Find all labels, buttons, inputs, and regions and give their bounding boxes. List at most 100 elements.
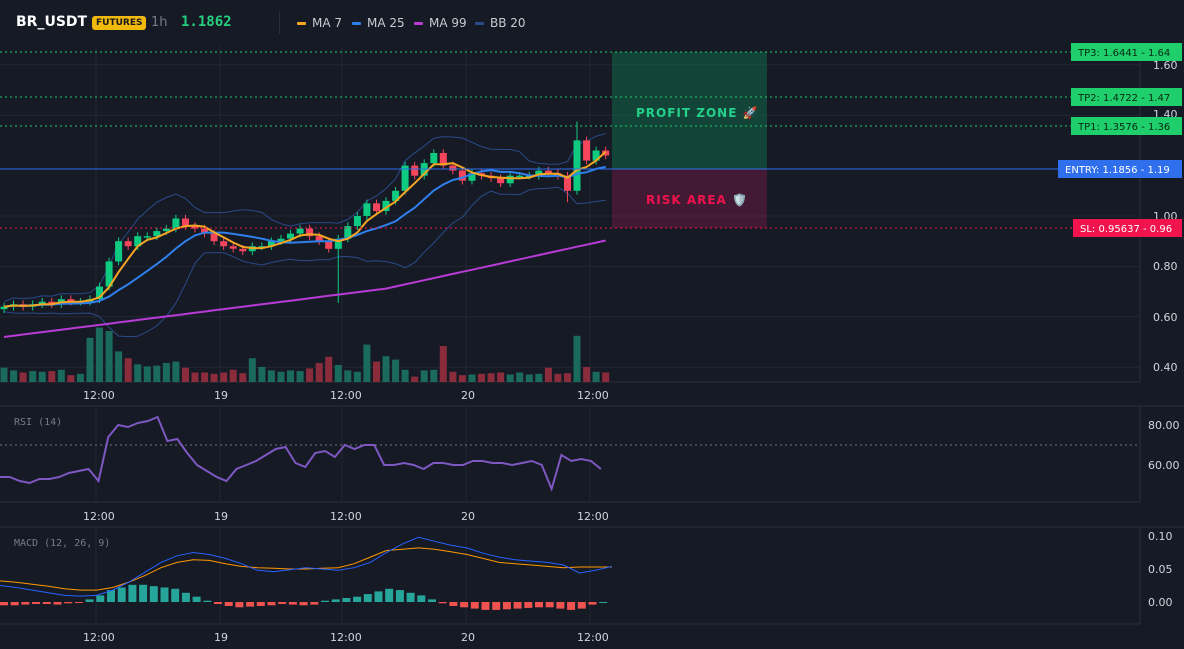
volume-bar [535, 373, 543, 382]
volume-bar [325, 356, 333, 382]
macd-hist-bar [363, 594, 372, 602]
timeframe-label[interactable]: 1h [151, 15, 168, 30]
macd-title: MACD (12, 26, 9) [14, 538, 110, 549]
symbol-label[interactable]: BR_USDT [16, 14, 88, 30]
legend-bb20[interactable]: BB 20 [475, 16, 526, 30]
legend-ma7[interactable]: MA 7 [297, 16, 342, 30]
volume-bar [258, 367, 266, 382]
price-axis[interactable]: 1.60 1.40 1.00 0.80 0.60 0.40 [1153, 59, 1178, 374]
candle-body [105, 261, 113, 287]
candle-body [439, 153, 447, 166]
macd-hist-bar [406, 592, 415, 602]
macd-tick: 0.10 [1148, 530, 1173, 543]
volume-bar [115, 351, 123, 382]
macd-hist-bar [149, 586, 158, 602]
time-tick: 12:00 [330, 389, 362, 402]
futures-badge: FUTURES [92, 16, 147, 30]
volume-bar [525, 374, 533, 382]
candle-body [592, 150, 600, 161]
candle-body [315, 236, 323, 242]
volume-bar [296, 371, 304, 382]
macd-hist-bar [171, 588, 180, 602]
trade-levels [0, 51, 1140, 229]
candle-body [325, 241, 333, 249]
macd-hist-bar [203, 600, 212, 602]
volume-bar [220, 372, 228, 382]
macd-hist-bar [417, 595, 426, 602]
volume-bar [277, 371, 285, 382]
candle-body [229, 246, 237, 249]
time-tick: 20 [461, 510, 475, 523]
volume-bar [516, 372, 524, 382]
time-tick: 12:00 [83, 389, 115, 402]
risk-zone-label: RISK AREA 🛡️ [646, 193, 748, 207]
time-tick: 19 [214, 510, 228, 523]
bollinger-bands [3, 133, 606, 338]
level-tag-text: TP1: 1.3576 - 1.36 [1077, 122, 1170, 133]
volume-bar [592, 371, 600, 382]
macd-hist-bar [96, 595, 105, 602]
candle-body [287, 233, 294, 239]
time-tick: 20 [461, 389, 475, 402]
candle-body [0, 306, 8, 310]
macd-hist-bar [395, 590, 404, 602]
bb-lower-line [3, 186, 606, 338]
macd-hist-bar [32, 602, 41, 604]
time-tick: 19 [214, 631, 228, 644]
candle-body [506, 175, 514, 184]
level-tag-text: SL: 0.95637 - 0.96 [1080, 224, 1172, 235]
candle-body [583, 140, 591, 161]
volume-bar [487, 373, 495, 382]
volume-bar [478, 373, 485, 382]
ma99-swatch [414, 21, 423, 25]
level-tag-text: TP2: 1.4722 - 1.47 [1077, 93, 1170, 104]
macd-hist-bar [599, 602, 608, 603]
candle-body [134, 236, 142, 247]
macd-hist-bar [160, 587, 169, 602]
macd-hist-bar [502, 602, 511, 610]
macd-hist-bar [492, 602, 501, 610]
candle-body [497, 178, 505, 184]
volume-bars [0, 327, 610, 382]
macd-hist-bar [524, 602, 533, 608]
volume-bar [353, 371, 361, 382]
grid-lines [0, 46, 1140, 624]
ma99-line [3, 239, 606, 338]
price-tick: 0.60 [1153, 311, 1178, 324]
candle-body [239, 248, 247, 252]
volume-bar [0, 367, 8, 382]
volume-bar [143, 366, 151, 382]
candle-body [449, 165, 457, 171]
legend-ma25[interactable]: MA 25 [352, 16, 405, 30]
legend-bb20-label: BB 20 [490, 16, 526, 30]
macd-hist-bar [0, 602, 8, 606]
volume-bar [124, 358, 132, 382]
macd-hist-bar [267, 602, 276, 606]
candle-body [363, 203, 371, 216]
candle-body [115, 241, 123, 262]
volume-bar [363, 344, 371, 382]
chart-header: BR_USDT FUTURES 1h 1.1862 MA 7 MA 25 MA … [0, 0, 1184, 46]
rsi-tick: 60.00 [1148, 459, 1180, 472]
macd-hist-bar [21, 602, 30, 605]
candle-body [67, 299, 75, 302]
volume-bar [602, 372, 610, 382]
candle-body [143, 236, 151, 238]
time-axis-main[interactable]: 12:00 19 12:00 20 12:00 [83, 389, 609, 402]
header-divider [279, 12, 280, 34]
candle-body [334, 238, 342, 249]
ma7-line [3, 150, 607, 308]
macd-hist-bar [10, 602, 19, 606]
candle-body [153, 231, 161, 237]
macd-hist-bar [535, 602, 543, 608]
volume-bar [182, 367, 189, 382]
legend-ma99[interactable]: MA 99 [414, 16, 467, 30]
candle-body [516, 175, 524, 178]
time-tick: 12:00 [577, 510, 609, 523]
candle-body [48, 301, 56, 305]
volume-bar [506, 374, 514, 382]
level-tag-text: ENTRY: 1.1856 - 1.19 [1065, 165, 1170, 176]
macd-hist-bar [74, 602, 83, 603]
volume-bar [420, 370, 428, 382]
